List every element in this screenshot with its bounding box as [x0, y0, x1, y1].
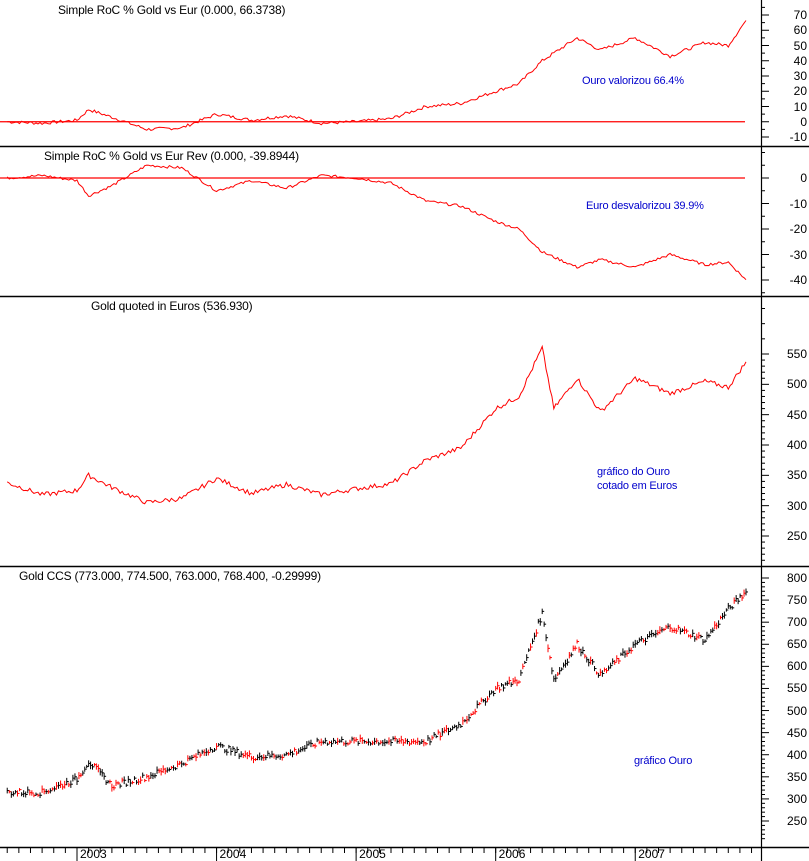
y-tick-label: 350 [786, 468, 807, 483]
panel-3-title: Gold quoted in Euros (536.930) [91, 299, 253, 313]
y-tick-label: 350 [786, 769, 807, 784]
y-tick-label: 50 [793, 38, 807, 53]
x-tick-label-year: 2007 [638, 847, 665, 861]
y-tick-label: 40 [793, 53, 807, 68]
y-tick-label: 10 [793, 99, 807, 114]
y-tick-label: 600 [786, 659, 807, 674]
x-tick-label-year: 2005 [359, 847, 386, 861]
y-tick-label: 300 [786, 791, 807, 806]
y-tick-label: 500 [786, 703, 807, 718]
panel-1-annotation: Ouro valorizou 66.4% [582, 75, 684, 87]
y-tick-label: 550 [786, 681, 807, 696]
y-tick-label: 400 [786, 438, 807, 452]
y-tick-label: 30 [793, 69, 807, 83]
y-tick-label: 250 [786, 529, 807, 543]
panel-1-title: Simple RoC % Gold vs Eur (0.000, 66.3738… [58, 3, 286, 17]
y-tick-label: -20 [789, 222, 807, 236]
y-tick-label: 0 [800, 171, 807, 185]
y-tick-label: 0 [800, 114, 807, 129]
y-tick-label: 300 [786, 498, 807, 513]
y-tick-label: -10 [789, 130, 807, 144]
y-tick-label: 550 [786, 347, 807, 361]
y-tick-label: 400 [786, 747, 807, 762]
panel-4-annotation: gráfico Ouro [634, 755, 693, 767]
y-tick-label: -40 [789, 273, 807, 287]
y-tick-label: -10 [789, 196, 807, 211]
y-tick-label: 500 [786, 377, 807, 392]
panel-2-title: Simple RoC % Gold vs Eur Rev (0.000, -39… [44, 149, 299, 163]
y-tick-label: 60 [793, 23, 807, 38]
y-tick-label: 800 [786, 571, 807, 585]
y-tick-label: 450 [786, 407, 807, 422]
y-tick-label: 20 [793, 84, 807, 99]
panel-3-annotation-line1: gráfico do Ouro [597, 466, 670, 478]
y-tick-label: 70 [793, 8, 807, 22]
panel-3-annotation-line2: cotado em Euros [597, 480, 678, 492]
x-tick-label-year: 2003 [80, 847, 107, 861]
panel-4-title: Gold CCS (773.000, 774.500, 763.000, 768… [19, 569, 321, 583]
y-tick-label: -30 [789, 247, 807, 262]
y-tick-label: 450 [786, 725, 807, 740]
x-tick-label-year: 2006 [498, 847, 526, 861]
x-tick-label-year: 2004 [219, 847, 247, 861]
y-tick-label: 700 [786, 615, 807, 630]
y-tick-label: 750 [786, 593, 807, 608]
panel-2-annotation: Euro desvalorizou 39.9% [586, 200, 704, 212]
y-tick-label: 650 [786, 637, 807, 652]
y-tick-label: 250 [786, 814, 807, 828]
